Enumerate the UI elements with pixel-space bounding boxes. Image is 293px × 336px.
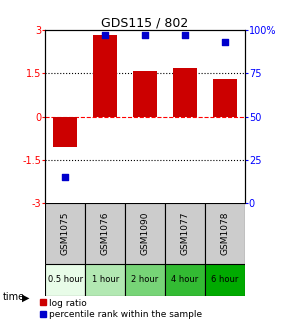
Point: [222, 40, 227, 45]
Bar: [173, 68, 197, 117]
Text: time: time: [3, 292, 25, 302]
Point: [183, 33, 187, 38]
Bar: [205, 203, 245, 263]
Text: GSM1075: GSM1075: [61, 212, 70, 255]
Point: [143, 33, 147, 38]
Bar: [85, 203, 125, 263]
Text: 6 hour: 6 hour: [211, 275, 239, 284]
Bar: [45, 263, 85, 296]
Title: GDS115 / 802: GDS115 / 802: [101, 16, 189, 29]
Bar: [45, 203, 85, 263]
Bar: [165, 263, 205, 296]
Bar: [133, 71, 157, 117]
Bar: [93, 35, 117, 117]
Text: GSM1090: GSM1090: [141, 212, 149, 255]
Legend: log ratio, percentile rank within the sample: log ratio, percentile rank within the sa…: [40, 299, 202, 319]
Text: 4 hour: 4 hour: [171, 275, 199, 284]
Bar: [213, 79, 237, 117]
Text: 2 hour: 2 hour: [131, 275, 159, 284]
Point: [63, 174, 68, 180]
Bar: [125, 263, 165, 296]
Text: 0.5 hour: 0.5 hour: [48, 275, 83, 284]
Text: 1 hour: 1 hour: [91, 275, 119, 284]
Bar: [205, 263, 245, 296]
Text: GSM1078: GSM1078: [220, 212, 229, 255]
Bar: [125, 203, 165, 263]
Text: GSM1076: GSM1076: [101, 212, 110, 255]
Point: [103, 33, 108, 38]
Bar: [85, 263, 125, 296]
Text: ▶: ▶: [22, 292, 30, 302]
Bar: [165, 203, 205, 263]
Text: GSM1077: GSM1077: [180, 212, 189, 255]
Bar: [53, 117, 77, 147]
